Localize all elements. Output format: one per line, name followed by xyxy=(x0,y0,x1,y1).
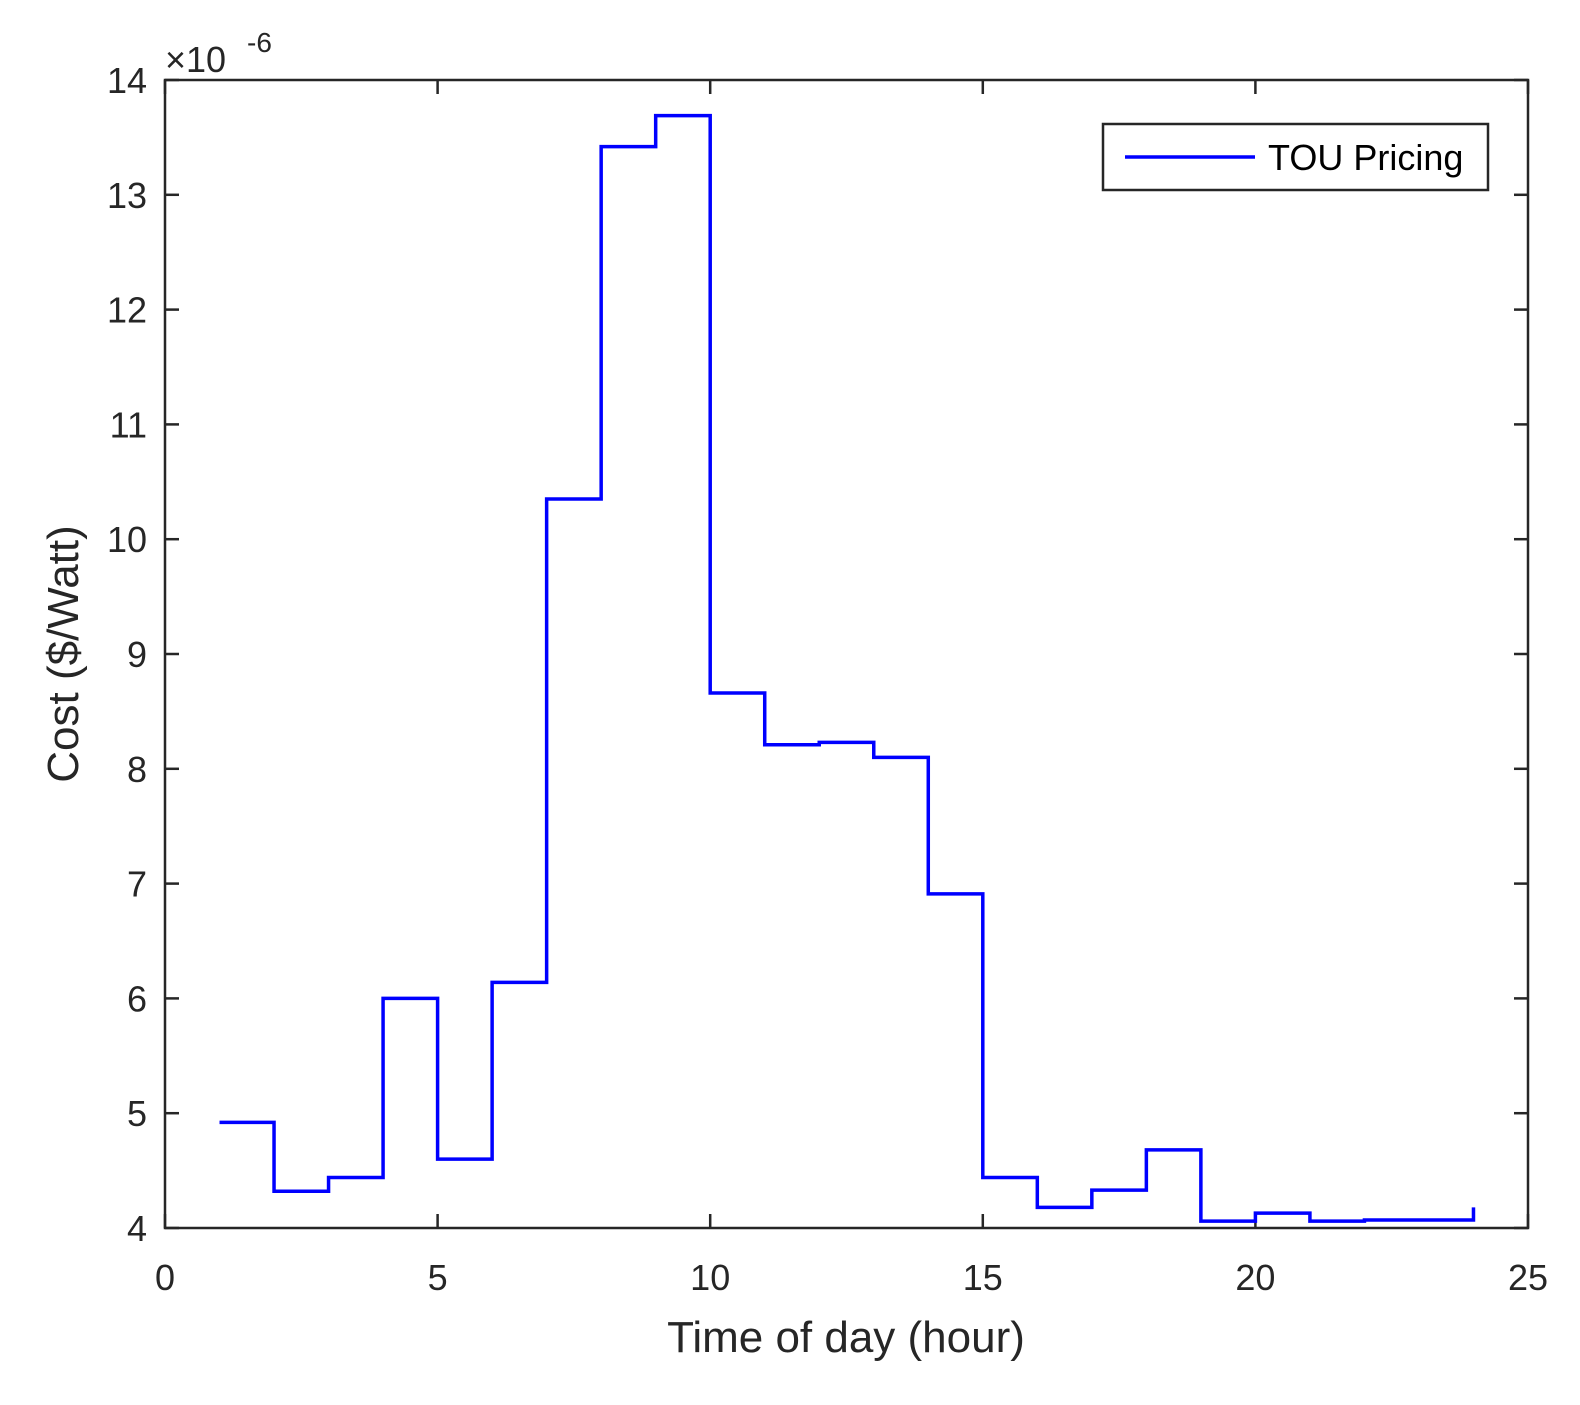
y-tick-label: 6 xyxy=(127,978,147,1019)
y-tick-label: 13 xyxy=(107,175,147,216)
x-tick-label: 15 xyxy=(963,1257,1003,1298)
x-tick-label: 25 xyxy=(1508,1257,1548,1298)
x-tick-label: 0 xyxy=(155,1257,175,1298)
legend: TOU Pricing xyxy=(1101,122,1490,192)
y-exponent-label: ×10 -6 xyxy=(165,27,272,80)
x-axis-label: Time of day (hour) xyxy=(667,1313,1025,1362)
tick-labels: 0 5 10 15 20 25 4 5 6 7 8 9 10 11 12 13 14 xyxy=(107,60,1548,1298)
y-tick-label: 8 xyxy=(127,749,147,790)
y-tick-label: 14 xyxy=(107,60,147,101)
y-tick-label: 7 xyxy=(127,864,147,905)
legend-label-tou-pricing: TOU Pricing xyxy=(1268,137,1463,178)
x-tick-label: 5 xyxy=(428,1257,448,1298)
y-tick-label: 9 xyxy=(127,634,147,675)
y-tick-label: 10 xyxy=(107,519,147,560)
plot-frame xyxy=(163,78,1530,1230)
y-tick-label: 4 xyxy=(127,1208,147,1249)
y-tick-label: 5 xyxy=(127,1093,147,1134)
y-tick-label: 11 xyxy=(110,404,147,445)
series-line-tou-pricing xyxy=(219,113,1476,1223)
y-exponent-prefix: ×10 xyxy=(165,39,226,80)
plot-area xyxy=(165,80,1528,1228)
x-tick-label: 10 xyxy=(690,1257,730,1298)
y-axis-label: Cost ($/Watt) xyxy=(39,525,88,783)
x-tick-label: 20 xyxy=(1235,1257,1275,1298)
y-tick-label: 12 xyxy=(107,290,147,331)
y-exponent-power: -6 xyxy=(247,27,272,58)
